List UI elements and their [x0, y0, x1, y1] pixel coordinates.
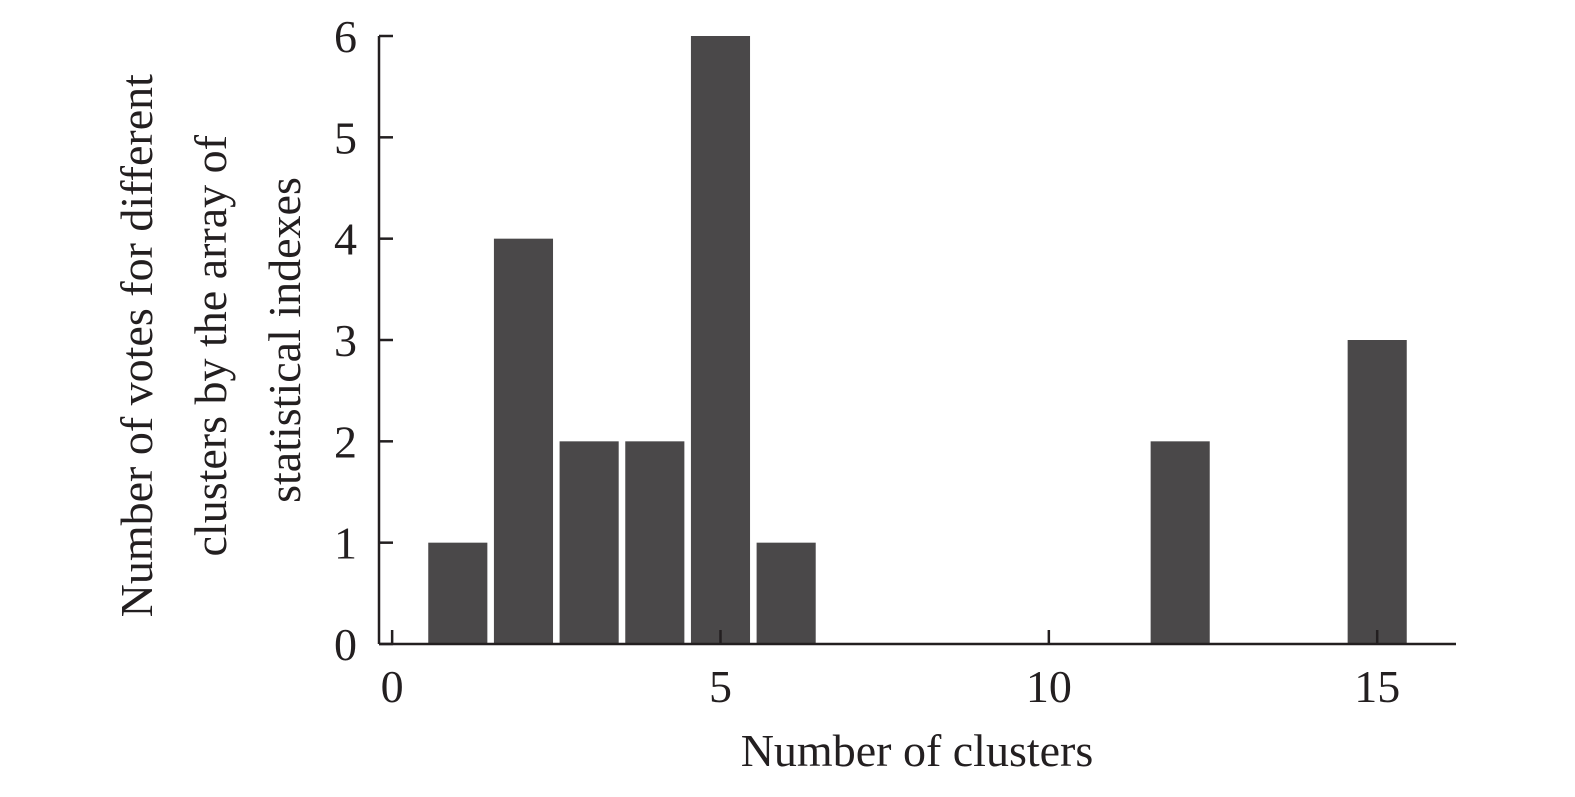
- y-tick-label-4: 4: [334, 214, 357, 265]
- y-tick-label-0: 0: [334, 619, 357, 670]
- y-tick-label-2: 2: [334, 416, 357, 467]
- y-axis-title: Number of votes for different clusters b…: [111, 63, 310, 618]
- bars-group: [428, 36, 1407, 644]
- y-axis-title-line-1: Number of votes for different: [111, 74, 162, 618]
- y-axis-title-line-2: clusters by the array of: [185, 134, 236, 556]
- x-tick-label-15: 15: [1354, 661, 1400, 712]
- bar-3: [559, 441, 619, 644]
- x-axis-title: Number of clusters: [741, 725, 1094, 776]
- bar-5: [690, 36, 751, 644]
- y-tick-label-1: 1: [334, 518, 357, 569]
- x-tick-label-10: 10: [1026, 661, 1072, 712]
- y-axis-title-line-3: statistical indexes: [259, 177, 310, 503]
- bar-4: [625, 441, 685, 644]
- x-ticks-group: 0 5 10 15: [381, 630, 1400, 712]
- y-tick-label-3: 3: [334, 315, 357, 366]
- x-tick-label-5: 5: [709, 661, 732, 712]
- bar-2: [493, 238, 554, 644]
- bar-15: [1347, 340, 1407, 644]
- y-tick-label-6: 6: [334, 11, 357, 62]
- bar-6: [756, 542, 816, 644]
- bar-12: [1150, 441, 1210, 644]
- y-ticks-group: 0 1 2 3 4 5 6: [334, 11, 393, 670]
- x-tick-label-0: 0: [381, 661, 404, 712]
- y-tick-label-5: 5: [334, 112, 357, 163]
- bar-1: [428, 542, 488, 644]
